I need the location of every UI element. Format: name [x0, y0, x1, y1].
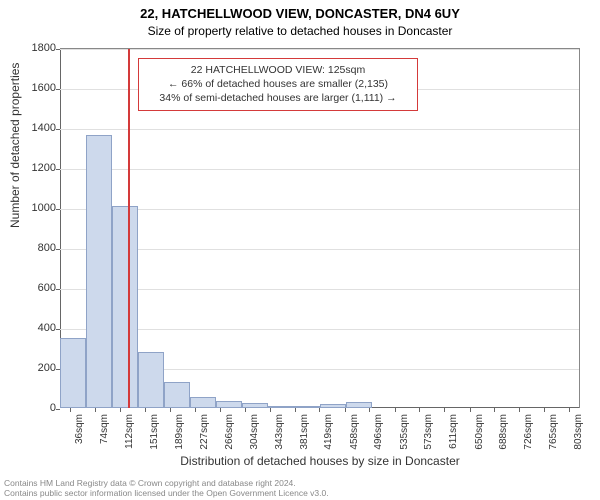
x-tick-mark — [369, 408, 370, 412]
y-tick-mark — [56, 249, 60, 250]
y-tick-label: 600 — [6, 282, 56, 294]
x-axis-label: Distribution of detached houses by size … — [60, 454, 580, 468]
attribution-footer: Contains HM Land Registry data © Crown c… — [4, 478, 329, 498]
x-tick-mark — [395, 408, 396, 412]
x-tick-mark — [470, 408, 471, 412]
x-tick-label: 650sqm — [474, 414, 485, 450]
histogram-bar — [190, 397, 216, 408]
x-tick-label: 343sqm — [274, 414, 285, 450]
y-tick-label: 1000 — [6, 202, 56, 214]
x-tick-label: 189sqm — [174, 414, 185, 450]
histogram-bar — [216, 401, 242, 408]
x-tick-label: 227sqm — [199, 414, 210, 450]
grid-line — [60, 129, 579, 130]
x-tick-mark — [295, 408, 296, 412]
x-tick-label: 765sqm — [548, 414, 559, 450]
y-tick-label: 400 — [6, 322, 56, 334]
y-tick-mark — [56, 89, 60, 90]
x-tick-mark — [145, 408, 146, 412]
chart-container: 22, HATCHELLWOOD VIEW, DONCASTER, DN4 6U… — [0, 0, 600, 500]
marker-line — [128, 49, 130, 408]
x-tick-label: 573sqm — [423, 414, 434, 450]
y-axis-ticks: 020040060080010001200140016001800 — [0, 48, 60, 408]
x-tick-mark — [170, 408, 171, 412]
y-tick-label: 200 — [6, 362, 56, 374]
x-tick-mark — [270, 408, 271, 412]
histogram-bar — [86, 135, 112, 408]
y-tick-mark — [56, 169, 60, 170]
x-tick-mark — [544, 408, 545, 412]
histogram-bar — [164, 382, 190, 408]
chart-subtitle: Size of property relative to detached ho… — [0, 22, 600, 38]
x-tick-label: 419sqm — [323, 414, 334, 450]
histogram-bar — [138, 352, 164, 408]
histogram-bar — [112, 206, 138, 408]
x-tick-label: 112sqm — [124, 414, 135, 449]
x-tick-mark — [494, 408, 495, 412]
x-tick-label: 803sqm — [573, 414, 584, 450]
y-tick-label: 1200 — [6, 162, 56, 174]
y-tick-mark — [56, 209, 60, 210]
y-tick-label: 0 — [6, 402, 56, 414]
chart-title: 22, HATCHELLWOOD VIEW, DONCASTER, DN4 6U… — [0, 0, 600, 22]
y-tick-label: 1800 — [6, 42, 56, 54]
grid-line — [60, 49, 579, 50]
x-tick-label: 36sqm — [74, 414, 85, 444]
x-tick-label: 151sqm — [149, 414, 160, 450]
x-tick-mark — [120, 408, 121, 412]
y-tick-label: 1400 — [6, 122, 56, 134]
x-tick-label: 304sqm — [249, 414, 260, 450]
y-tick-mark — [56, 49, 60, 50]
x-tick-label: 74sqm — [99, 414, 110, 444]
y-tick-label: 800 — [6, 242, 56, 254]
x-tick-mark — [319, 408, 320, 412]
x-tick-label: 266sqm — [224, 414, 235, 450]
x-tick-label: 458sqm — [349, 414, 360, 450]
x-tick-mark — [245, 408, 246, 412]
x-tick-label: 496sqm — [373, 414, 384, 450]
x-tick-mark — [220, 408, 221, 412]
x-tick-label: 611sqm — [448, 414, 459, 449]
x-axis-ticks: 36sqm 74sqm 112sqm 151sqm 189sqm 227sqm 266sqm… — [60, 408, 580, 458]
x-tick-mark — [569, 408, 570, 412]
x-tick-label: 688sqm — [498, 414, 509, 450]
x-tick-label: 381sqm — [299, 414, 310, 450]
x-tick-mark — [444, 408, 445, 412]
callout-line-3: 34% of semi-detached houses are larger (… — [147, 91, 409, 105]
callout-line-1: 22 HATCHELLWOOD VIEW: 125sqm — [147, 63, 409, 77]
y-tick-mark — [56, 289, 60, 290]
x-tick-mark — [519, 408, 520, 412]
x-tick-mark — [195, 408, 196, 412]
x-tick-mark — [345, 408, 346, 412]
footer-line-1: Contains HM Land Registry data © Crown c… — [4, 478, 329, 488]
annotation-callout: 22 HATCHELLWOOD VIEW: 125sqm ← 66% of de… — [138, 58, 418, 111]
x-tick-label: 726sqm — [523, 414, 534, 450]
y-tick-mark — [56, 129, 60, 130]
y-tick-mark — [56, 329, 60, 330]
histogram-bar — [60, 338, 86, 408]
footer-line-2: Contains public sector information licen… — [4, 488, 329, 498]
x-tick-mark — [70, 408, 71, 412]
x-tick-mark — [419, 408, 420, 412]
x-tick-label: 535sqm — [399, 414, 410, 450]
y-tick-label: 1600 — [6, 82, 56, 94]
callout-line-2: ← 66% of detached houses are smaller (2,… — [147, 77, 409, 91]
grid-line — [60, 169, 579, 170]
x-tick-mark — [95, 408, 96, 412]
